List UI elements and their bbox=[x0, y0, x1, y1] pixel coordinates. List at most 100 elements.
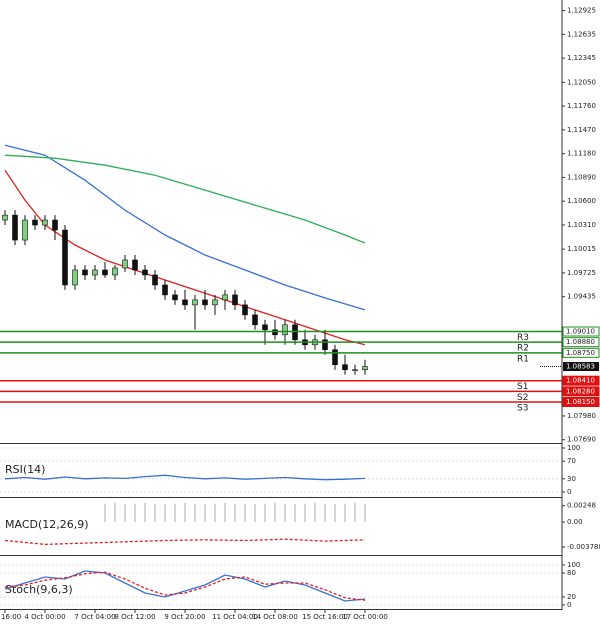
candle-body bbox=[322, 339, 328, 351]
panel-title: MACD(12,26,9) bbox=[5, 518, 89, 531]
x-tick-label: 7 Oct 04:00 bbox=[74, 613, 115, 621]
candle-body bbox=[282, 324, 288, 336]
y-tick-label: 1.11180 bbox=[567, 150, 596, 158]
price-tag bbox=[562, 375, 600, 386]
y-tick-label: 1.09435 bbox=[567, 293, 596, 301]
candle-body bbox=[182, 299, 188, 306]
macd-bar bbox=[314, 502, 316, 523]
macd-bar bbox=[244, 503, 246, 523]
y-tick-label: 0 bbox=[567, 601, 571, 609]
candle-body bbox=[82, 269, 88, 276]
y-tick-label: 1.12635 bbox=[567, 30, 596, 38]
candle-body bbox=[92, 269, 98, 276]
pivot-name: R1 bbox=[517, 354, 529, 364]
macd-bar bbox=[224, 502, 226, 523]
last-price-tag bbox=[563, 362, 599, 372]
candle-body bbox=[52, 219, 58, 231]
candle-body bbox=[32, 219, 38, 226]
candle-body bbox=[202, 299, 208, 306]
y-tick-label: 1.12925 bbox=[567, 7, 596, 15]
candle-body bbox=[342, 364, 348, 371]
macd-bar bbox=[324, 503, 326, 523]
y-tick-label: 100 bbox=[567, 444, 580, 452]
macd-bar bbox=[144, 502, 146, 523]
x-tick-label: 16:00 bbox=[1, 613, 21, 621]
x-tick-label: 15 Oct 16:00 bbox=[302, 613, 348, 621]
price-tag bbox=[562, 326, 600, 337]
y-tick-label: 1.10600 bbox=[567, 197, 596, 205]
panel-title: RSI(14) bbox=[5, 463, 45, 476]
macd-bar bbox=[344, 503, 346, 523]
x-tick-label: 8 Oct 12:00 bbox=[114, 613, 155, 621]
y-tick-label: 100 bbox=[567, 561, 580, 569]
candle-body bbox=[272, 329, 278, 336]
macd-bar bbox=[364, 503, 366, 523]
macd-bar bbox=[234, 503, 236, 523]
y-tick-label: 1.09725 bbox=[567, 269, 596, 277]
y-tick-label: 1.11760 bbox=[567, 102, 596, 110]
pivot-name: S1 bbox=[517, 382, 528, 392]
macd-bar bbox=[354, 502, 356, 523]
macd-bar bbox=[274, 502, 276, 523]
y-tick-label: 30 bbox=[567, 475, 576, 483]
pivot-name: S2 bbox=[517, 393, 528, 403]
macd-bar bbox=[124, 504, 126, 523]
candle-body bbox=[62, 229, 68, 286]
macd-bar bbox=[194, 503, 196, 523]
y-tick-label: 1.11470 bbox=[567, 126, 596, 134]
candle-body bbox=[142, 269, 148, 276]
candle-body bbox=[212, 299, 218, 306]
candle-body bbox=[162, 284, 168, 296]
macd-bar bbox=[334, 504, 336, 523]
indicator-line bbox=[4, 154, 366, 244]
candle-body bbox=[22, 219, 28, 241]
price-tag-label: 1.09010 bbox=[566, 328, 595, 336]
macd-bar bbox=[154, 503, 156, 523]
candle-body bbox=[112, 267, 118, 276]
indicator-line bbox=[4, 169, 366, 346]
y-tick-label: 70 bbox=[567, 457, 576, 465]
price-tag-label: 1.08150 bbox=[566, 398, 595, 406]
macd-bar bbox=[264, 503, 266, 523]
y-tick-label: 1.10310 bbox=[567, 221, 596, 229]
y-tick-label: 0.00248 bbox=[567, 502, 596, 510]
macd-bar bbox=[164, 504, 166, 523]
y-tick-label: 80 bbox=[567, 569, 576, 577]
candle-body bbox=[252, 314, 258, 326]
candle-body bbox=[242, 304, 248, 316]
y-tick-label: 1.07690 bbox=[567, 436, 596, 444]
price-tag bbox=[562, 397, 600, 408]
candle-body bbox=[222, 294, 228, 301]
panel-title: Stoch(9,6,3) bbox=[5, 583, 73, 596]
y-tick-label: 1.10890 bbox=[567, 173, 596, 181]
macd-bar bbox=[204, 504, 206, 523]
candle-body bbox=[332, 349, 338, 366]
pivot-name: R3 bbox=[517, 333, 529, 343]
macd-bar bbox=[184, 502, 186, 523]
indicator-line bbox=[4, 144, 366, 311]
y-tick-label: 1.12345 bbox=[567, 54, 596, 62]
price-tag bbox=[562, 337, 600, 348]
x-tick-label: 4 Oct 00:00 bbox=[24, 613, 65, 621]
candle-body bbox=[262, 324, 268, 331]
y-tick-label: 0.00 bbox=[567, 518, 583, 526]
price-tag-label: 1.08750 bbox=[566, 349, 595, 357]
candle-body bbox=[42, 219, 48, 226]
indicator-line bbox=[4, 571, 366, 601]
indicator-line bbox=[4, 570, 366, 602]
x-tick-label: 14 Oct 08:00 bbox=[252, 613, 298, 621]
x-tick-label: 17 Oct 00:00 bbox=[342, 613, 388, 621]
y-tick-label: -0.003788 bbox=[567, 543, 600, 551]
macd-bar bbox=[114, 502, 116, 523]
y-tick-label: 1.07980 bbox=[567, 412, 596, 420]
candle-body bbox=[292, 324, 298, 341]
macd-bar bbox=[294, 504, 296, 523]
candle-body bbox=[72, 269, 78, 286]
price-tag-label: 1.08410 bbox=[566, 377, 595, 385]
y-tick-label: 0 bbox=[567, 488, 571, 496]
candle-body bbox=[172, 294, 178, 301]
price-tag-label: 1.08880 bbox=[566, 338, 595, 346]
candle-body bbox=[232, 294, 238, 306]
candle-body bbox=[152, 274, 158, 286]
